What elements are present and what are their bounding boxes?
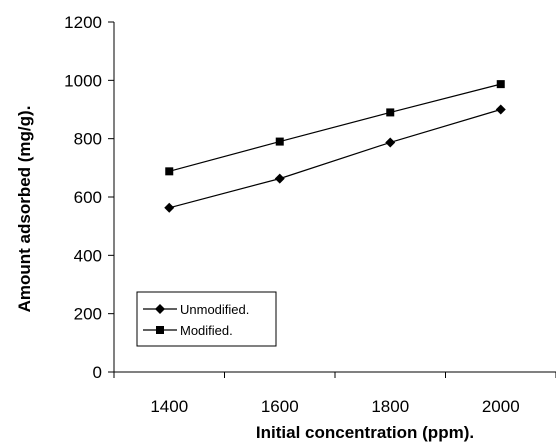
x-tick-label: 1600 [261,397,299,416]
x-ticks: 1400 1600 1800 2000 [113,372,556,416]
y-axis-title: Amount adsorbed (mg/g). [15,106,34,313]
data-point [386,108,395,117]
y-tick-label: 800 [74,130,102,149]
data-point [164,202,175,213]
y-tick-label: 1000 [64,71,102,90]
x-axis-title: Initial concentration (ppm). [256,423,474,442]
data-point [496,80,505,89]
data-point [165,167,174,176]
x-tick-label: 1800 [371,397,409,416]
data-point [385,137,396,148]
y-tick-label: 0 [93,363,102,382]
series-line [169,108,501,209]
legend-box [136,291,277,347]
legend-label: Modified. [180,323,233,338]
data-point [495,104,506,115]
legend-marker [156,326,164,334]
y-ticks: 0 200 400 600 800 1000 1200 [64,13,114,382]
legend-marker [155,304,165,314]
series-unmodified [164,104,506,213]
x-axis: 1400 1600 1800 2000 Initial concentration (… [113,371,556,442]
y-tick-label: 1200 [64,13,102,32]
data-point [275,137,284,146]
y-tick-label: 200 [74,305,102,324]
x-tick-label: 1400 [150,397,188,416]
legend-label: Unmodified. [180,302,249,317]
legend: Unmodified. Modified. [136,291,277,347]
series-modified [165,80,505,176]
plot-series [164,80,506,213]
y-axis: 0 200 400 600 800 1000 1200 Amount adsorbed (m… [15,13,115,382]
data-point [274,173,285,184]
legend-items: Unmodified. Modified. [143,302,249,338]
y-tick-label: 400 [74,246,102,265]
y-tick-label: 600 [74,188,102,207]
x-tick-label: 2000 [482,397,520,416]
series-line [169,83,501,172]
